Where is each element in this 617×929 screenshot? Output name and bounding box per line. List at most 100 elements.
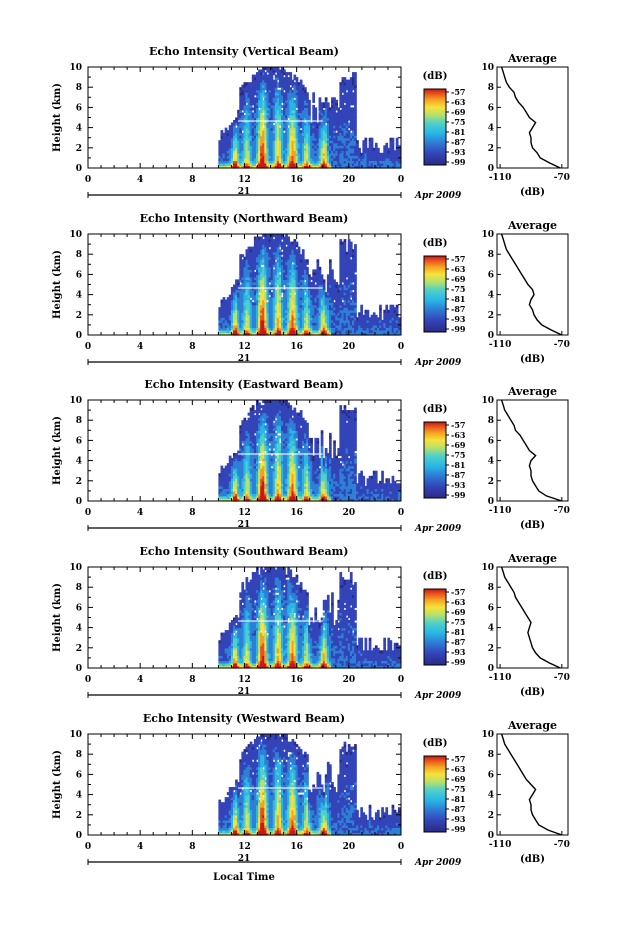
heatmap-cell (266, 317, 270, 321)
heatmap-cell (322, 284, 326, 288)
heatmap-cell (352, 261, 355, 265)
heatmap-cell (352, 112, 355, 116)
heatmap-cell (253, 302, 257, 306)
heatmap-cell (337, 109, 341, 113)
heatmap-cell (262, 162, 265, 166)
heatmap-cell (345, 329, 349, 333)
heatmap-cell (312, 322, 315, 326)
heatmap-cell (270, 150, 274, 154)
heatmap-cell (247, 304, 251, 308)
heatmap-cell (374, 314, 378, 318)
heatmap-cell (274, 282, 278, 286)
heatmap-cell (266, 271, 270, 275)
heatmap-cell (276, 284, 280, 288)
heatmap-cell (349, 251, 353, 255)
heatmap-cell (276, 244, 280, 248)
heatmap-cell (226, 322, 230, 326)
heatmap-cell (272, 117, 276, 121)
heatmap-cell (349, 162, 353, 166)
heatmap-cell (304, 152, 307, 156)
heatmap-cell (274, 112, 278, 116)
heatmap-cell (266, 309, 270, 313)
heatmap-cell (341, 256, 345, 260)
heatmap-cell (347, 307, 351, 311)
heatmap-cell (247, 157, 251, 161)
heatmap-cell (295, 261, 299, 265)
heatmap-cell (347, 284, 351, 288)
heatmap-cell (289, 276, 293, 280)
heatmap-cell (235, 127, 238, 131)
heatmap-cell (291, 127, 295, 131)
heatmap-cell (266, 89, 270, 93)
heatmap-cell (253, 97, 257, 101)
heatmap-cell (243, 292, 247, 296)
heatmap-cell (262, 150, 265, 154)
heatmap-cell (322, 160, 326, 164)
heatmap-cell (322, 314, 326, 318)
heatmap-cell (289, 157, 293, 161)
heatmap-cell (314, 302, 318, 306)
heatmap-cell (270, 157, 274, 161)
heatmap-cell (345, 327, 349, 331)
heatmap-cell (291, 279, 295, 283)
heatmap-cell (249, 289, 253, 293)
heatmap-cell (329, 304, 332, 308)
heatmap-cell (262, 152, 265, 156)
heatmap-cell (256, 314, 259, 318)
heatmap-cell (289, 322, 293, 326)
heatmap-cell (320, 162, 324, 166)
heatmap-cell (272, 264, 276, 268)
heatmap-cell (291, 309, 295, 313)
heatmap-cell (337, 312, 341, 316)
heatmap-cell (262, 87, 265, 91)
heatmap-cell (297, 97, 301, 101)
heatmap-cell (389, 307, 393, 311)
heatmap-cell (331, 107, 334, 111)
heatmap-cell (345, 120, 349, 124)
heatmap-cell (352, 94, 355, 98)
heatmap-cell (312, 125, 315, 129)
heatmap-cell (289, 282, 293, 286)
heatmap-cell (268, 332, 272, 336)
bright-band (237, 287, 323, 290)
heatmap-cell (256, 162, 259, 166)
heatmap-cell (320, 307, 324, 311)
heatmap-cell (281, 274, 284, 278)
heatmap-cell (335, 125, 338, 129)
heatmap-cell (264, 150, 267, 154)
heatmap-cell (256, 107, 259, 111)
heatmap-cell (220, 147, 224, 151)
heatmap-cell (266, 304, 270, 308)
x-tick-label: 0 (398, 342, 404, 352)
heatmap-cell (272, 261, 276, 265)
heatmap-cell (285, 165, 288, 169)
heatmap-cell (352, 251, 355, 255)
heatmap-cell (337, 137, 341, 141)
heatmap-cell (241, 276, 245, 280)
heatmap-cell (233, 294, 236, 298)
heatmap-cell (289, 132, 293, 136)
heatmap-cell (239, 307, 242, 311)
heatmap-cell (228, 324, 232, 328)
heatmap-cell (308, 152, 311, 156)
heatmap-cell (320, 282, 324, 286)
heatmap-cell (347, 266, 351, 270)
heatmap-cell (339, 297, 343, 301)
heatmap-cell (301, 117, 305, 121)
panel-1: Echo Intensity (Northward Beam)0246810He… (52, 212, 570, 368)
heatmap-cell (349, 329, 353, 333)
heatmap-cell (339, 332, 343, 336)
heatmap-cell (247, 135, 251, 139)
heatmap-cell (326, 287, 330, 291)
heatmap-cell (264, 309, 267, 313)
heatmap-cell (304, 266, 307, 270)
heatmap-cell (283, 282, 286, 286)
heatmap-cell (343, 274, 347, 278)
heatmap-cell (356, 319, 359, 323)
heatmap-cell (312, 122, 315, 126)
heatmap-cell (304, 332, 307, 336)
heatmap-cell (224, 312, 228, 316)
heatmap-cell (287, 239, 290, 243)
heatmap-cell (281, 284, 284, 288)
heatmap-cell (358, 317, 361, 321)
